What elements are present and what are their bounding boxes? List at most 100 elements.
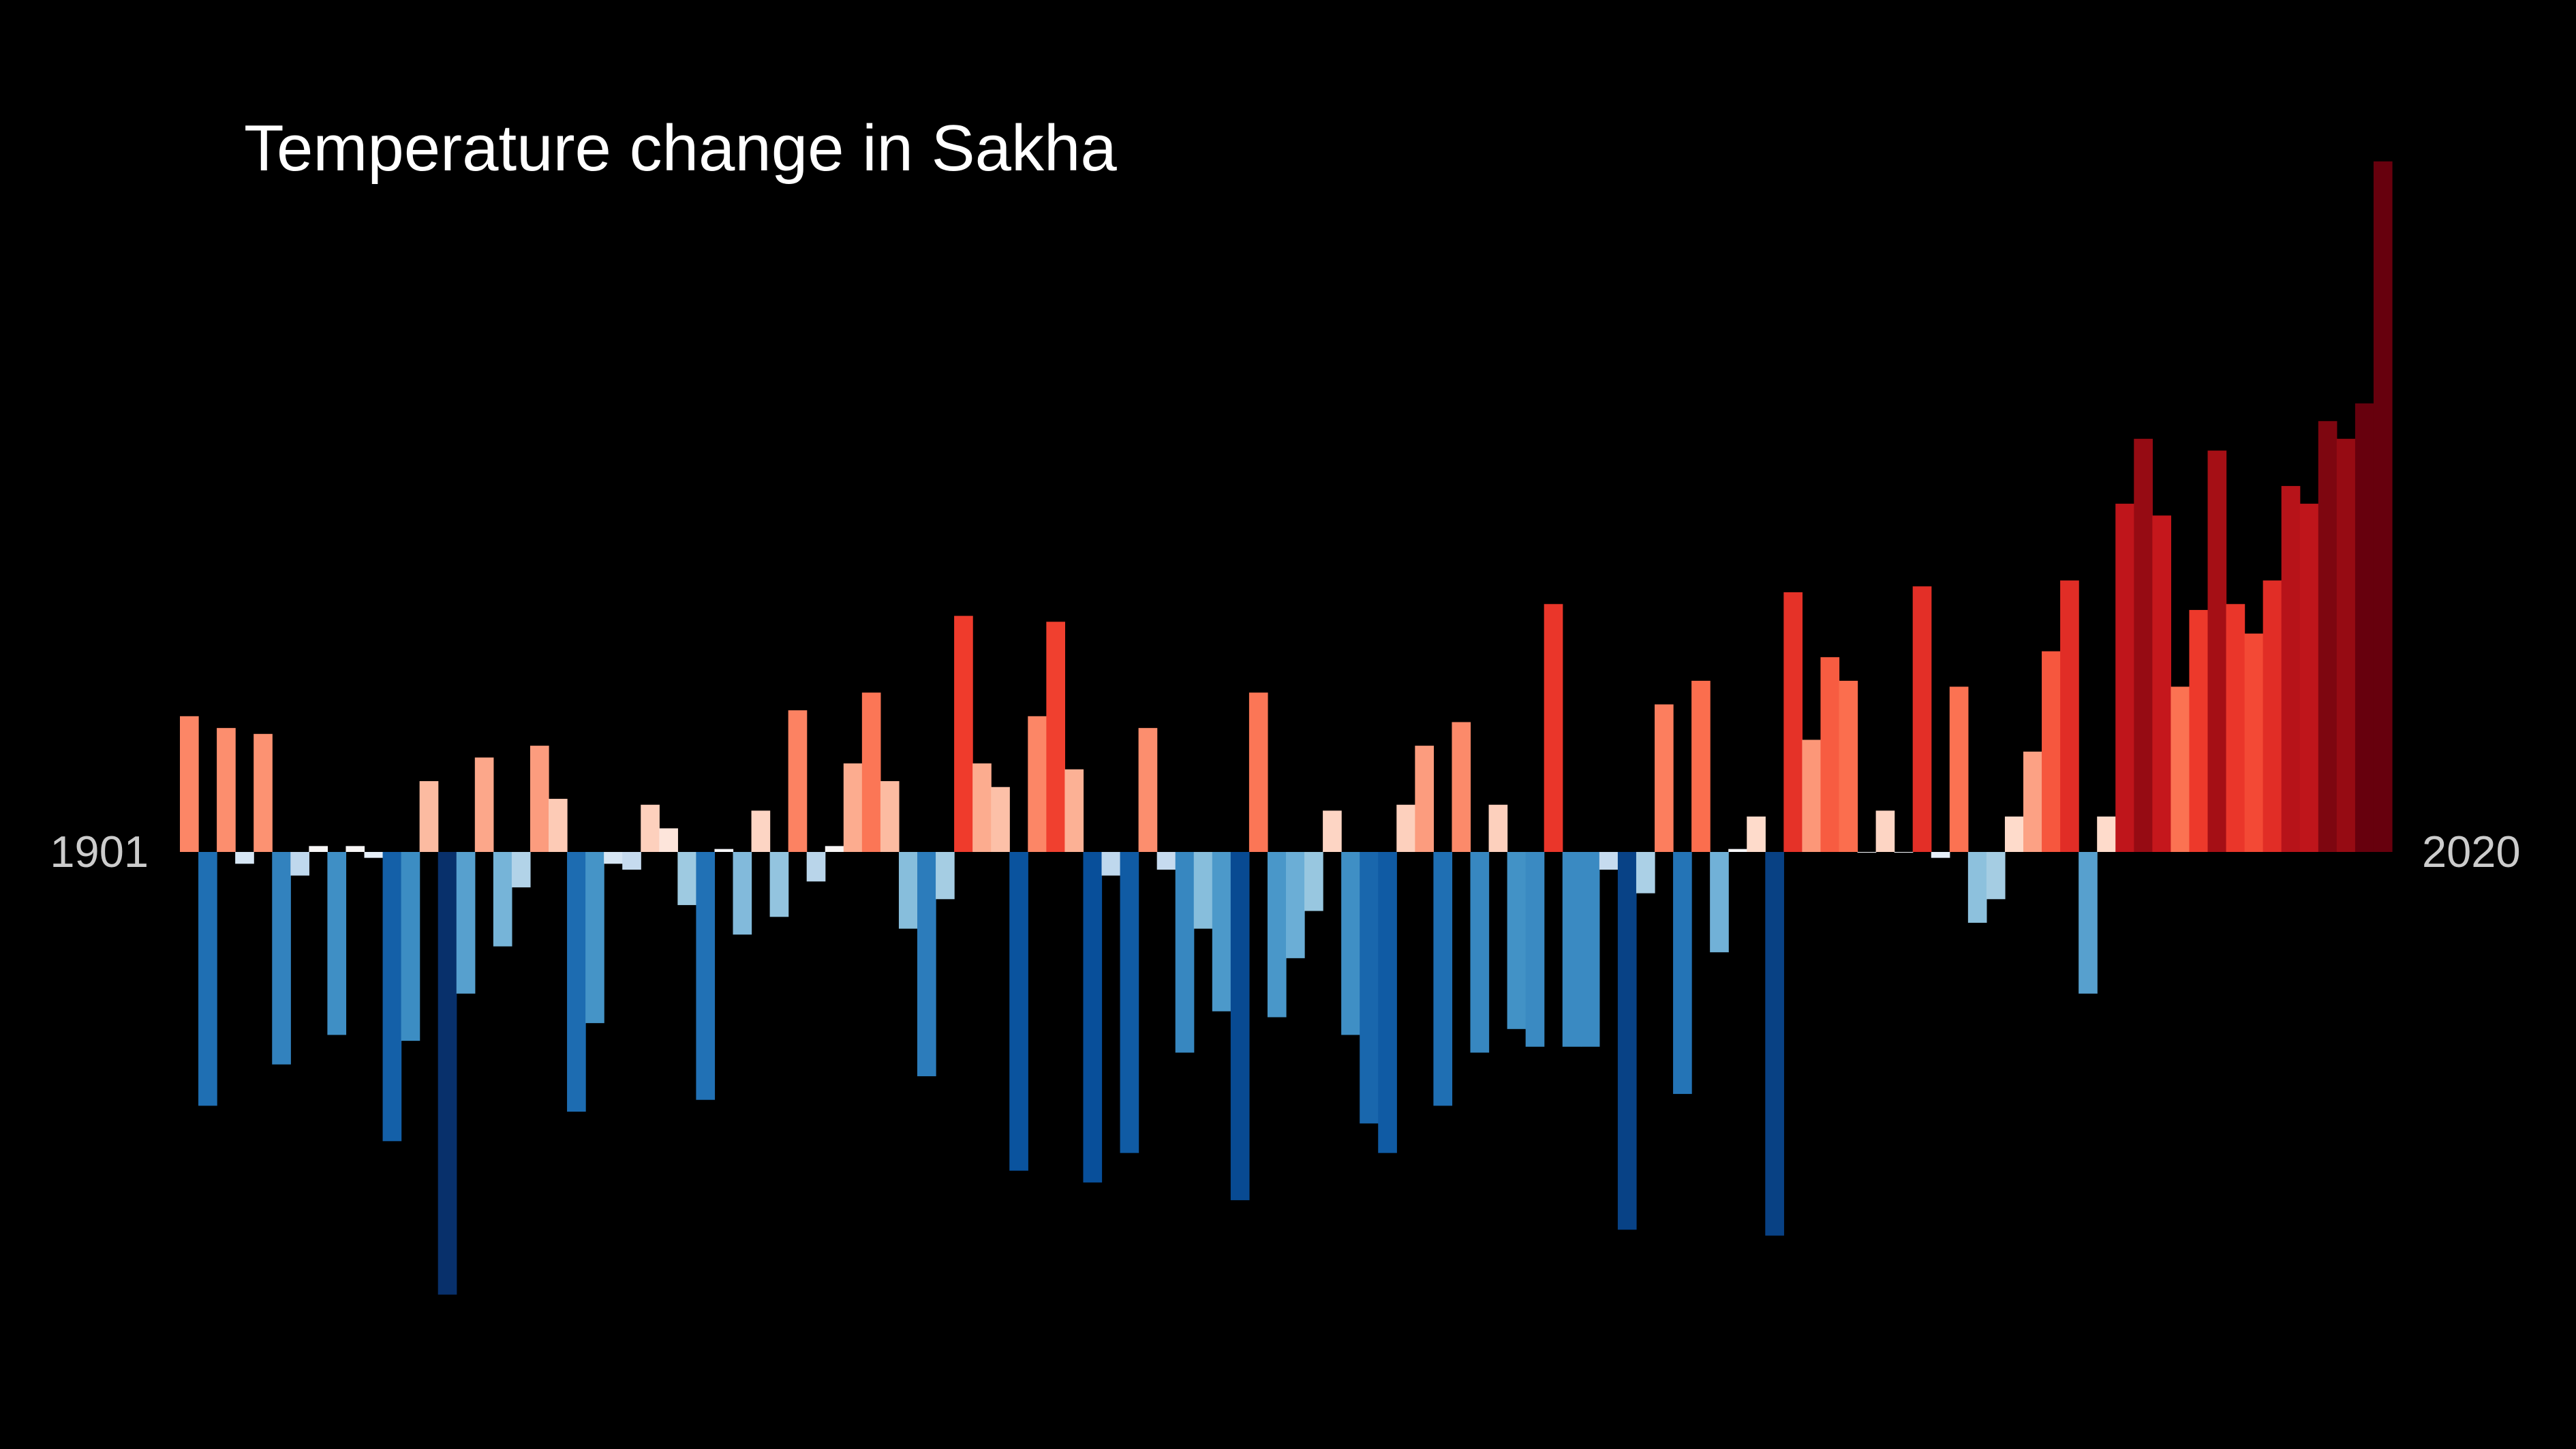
bar-1945 [991, 787, 1010, 852]
bar-2018 [2336, 438, 2356, 852]
bar-1970 [1452, 722, 1471, 852]
bar-1999 [1986, 852, 2006, 900]
bar-1913 [401, 852, 420, 1041]
bar-1922 [567, 852, 586, 1112]
bar-1930 [714, 849, 734, 852]
bar-1912 [382, 852, 402, 1142]
bar-1998 [1967, 852, 1987, 923]
bar-1978 [1599, 852, 1619, 870]
bar-1950 [1083, 852, 1103, 1183]
bar-1982 [1673, 852, 1692, 1095]
bar-1951 [1101, 852, 1121, 876]
bar-1909 [327, 852, 347, 1035]
bar-1933 [769, 852, 789, 917]
bar-1955 [1175, 852, 1195, 1053]
bar-1963 [1323, 810, 1342, 852]
bar-1920 [530, 746, 549, 852]
bar-1904 [235, 852, 254, 864]
bar-2005 [2097, 817, 2116, 852]
bar-1905 [254, 733, 273, 852]
bar-1977 [1580, 852, 1600, 1047]
bar-1997 [1949, 686, 1969, 852]
bar-1962 [1304, 852, 1323, 911]
bar-2006 [2115, 504, 2134, 852]
bar-1984 [1710, 852, 1729, 953]
bar-1966 [1378, 852, 1397, 1153]
bar-1976 [1562, 852, 1582, 1047]
bar-1986 [1747, 817, 1766, 852]
bar-1939 [880, 781, 900, 852]
bar-1918 [493, 852, 512, 947]
bar-2008 [2152, 515, 2171, 852]
bar-1954 [1156, 852, 1176, 870]
bar-1940 [898, 852, 918, 929]
bar-1936 [825, 846, 844, 852]
bar-1908 [309, 846, 328, 852]
bar-1943 [954, 615, 973, 852]
bar-1949 [1064, 769, 1084, 852]
bar-1968 [1415, 746, 1434, 852]
bar-1947 [1028, 716, 1047, 852]
bar-1932 [751, 810, 771, 852]
bar-1914 [419, 781, 439, 852]
bar-1929 [696, 852, 716, 1100]
bar-1941 [917, 852, 936, 1077]
bar-1931 [733, 852, 752, 935]
bar-1975 [1544, 604, 1563, 852]
bar-1992 [1857, 852, 1877, 853]
bar-1967 [1396, 804, 1415, 852]
bar-1957 [1212, 852, 1231, 1011]
bar-2003 [2060, 580, 2079, 852]
start-year-label: 1901 [50, 827, 149, 876]
bar-2011 [2207, 451, 2227, 852]
bar-1934 [788, 710, 808, 852]
bar-1921 [549, 799, 568, 852]
bar-1926 [641, 804, 660, 852]
bar-1960 [1267, 852, 1287, 1018]
bar-1996 [1931, 852, 1950, 858]
bar-1994 [1894, 852, 1914, 853]
bar-1915 [438, 852, 457, 1295]
bar-1974 [1525, 852, 1545, 1047]
bar-2007 [2134, 438, 2153, 852]
bar-1969 [1433, 852, 1453, 1106]
chart-title: Temperature change in Sakha [244, 112, 1117, 185]
bar-2020 [2373, 161, 2393, 852]
bar-1961 [1286, 852, 1305, 958]
bar-2012 [2226, 604, 2245, 852]
bar-1916 [456, 852, 476, 994]
bar-1919 [511, 852, 531, 887]
end-year-label: 2020 [2422, 827, 2521, 876]
bar-1928 [677, 852, 696, 905]
bar-1917 [474, 757, 494, 852]
bar-2002 [2042, 651, 2061, 852]
bar-1991 [1839, 680, 1858, 852]
bar-1993 [1875, 810, 1895, 852]
bar-2010 [2189, 609, 2209, 852]
bar-1965 [1360, 852, 1379, 1124]
bar-1927 [659, 828, 678, 852]
bar-1946 [1009, 852, 1028, 1171]
bar-1972 [1488, 804, 1508, 852]
bar-1944 [972, 763, 992, 852]
bar-1964 [1341, 852, 1360, 1035]
bar-2015 [2281, 486, 2301, 852]
bar-2000 [2004, 817, 2024, 852]
bar-1911 [364, 852, 384, 858]
bar-1983 [1691, 680, 1711, 852]
bar-1903 [217, 728, 236, 852]
bar-2014 [2263, 580, 2282, 852]
bar-1937 [843, 763, 863, 852]
bar-1988 [1783, 592, 1803, 852]
bar-2017 [2318, 421, 2337, 852]
bar-2009 [2171, 686, 2190, 852]
bar-1973 [1507, 852, 1527, 1029]
bar-1906 [272, 852, 291, 1065]
bar-1910 [346, 846, 365, 852]
bar-1924 [604, 852, 623, 864]
bar-1902 [198, 852, 217, 1106]
bar-1942 [936, 852, 955, 900]
bar-1907 [290, 852, 309, 876]
bars-group [180, 161, 2393, 1295]
